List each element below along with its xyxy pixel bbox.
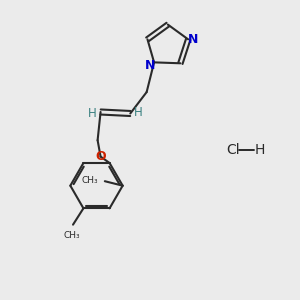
Text: H: H	[255, 143, 265, 157]
Text: O: O	[95, 150, 106, 163]
Text: CH₃: CH₃	[63, 231, 80, 240]
Text: N: N	[145, 59, 156, 72]
Text: N: N	[188, 33, 198, 46]
Text: CH₃: CH₃	[82, 176, 98, 185]
Text: H: H	[88, 107, 97, 120]
Text: Cl: Cl	[226, 143, 240, 157]
Text: H: H	[134, 106, 143, 118]
